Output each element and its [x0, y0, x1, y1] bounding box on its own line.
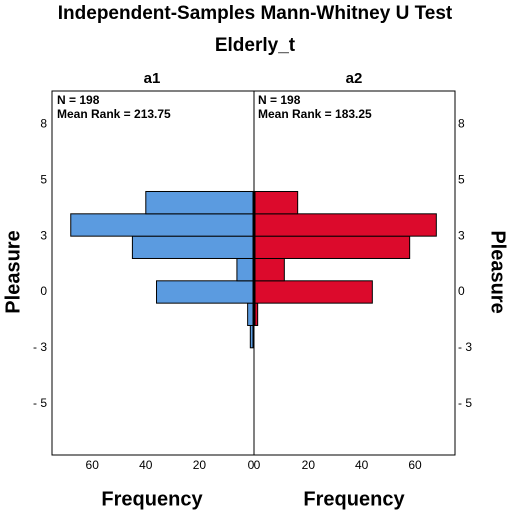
- y-tick-label: 8: [458, 117, 465, 131]
- x-tick-label: 0: [248, 458, 255, 472]
- x-tick-label: 60: [408, 458, 422, 472]
- y-axis-label: Pleasure: [487, 230, 509, 313]
- panel-label: a2: [346, 70, 363, 87]
- y-tick-label: 3: [40, 228, 47, 242]
- y-tick-label: - 5: [458, 396, 472, 410]
- x-tick-label: 20: [193, 458, 207, 472]
- y-tick-label: 8: [40, 117, 47, 131]
- annotation: Mean Rank = 213.75: [57, 107, 171, 121]
- x-tick-label: 0: [254, 458, 261, 472]
- bar: [131, 235, 254, 259]
- bar: [254, 190, 299, 215]
- bar: [254, 257, 285, 282]
- y-tick-label: - 3: [458, 340, 472, 354]
- y-axis-label: Pleasure: [2, 230, 24, 313]
- bar: [254, 302, 259, 326]
- bar: [236, 257, 254, 282]
- annotation: N = 198: [57, 93, 100, 107]
- y-tick-label: 0: [40, 284, 47, 298]
- bar: [156, 280, 254, 304]
- bar: [254, 213, 437, 237]
- bar: [247, 302, 254, 326]
- bar: [254, 235, 411, 259]
- y-tick-label: - 5: [33, 396, 47, 410]
- annotation: N = 198: [258, 93, 301, 107]
- panel-label: a1: [144, 70, 161, 87]
- x-tick-label: 60: [86, 458, 100, 472]
- x-axis-label: Frequency: [303, 488, 405, 510]
- y-tick-label: 5: [40, 172, 47, 186]
- annotation: Mean Rank = 183.25: [258, 107, 372, 121]
- chart-title: Independent-Samples Mann-Whitney U Test: [58, 3, 453, 24]
- x-tick-label: 40: [355, 458, 369, 472]
- bar: [145, 190, 254, 215]
- y-tick-label: - 3: [33, 340, 47, 354]
- y-tick-label: 3: [458, 228, 465, 242]
- bar: [249, 324, 254, 349]
- chart-subtitle: Elderly_t: [215, 35, 296, 56]
- bar: [254, 280, 373, 304]
- y-tick-label: 5: [458, 172, 465, 186]
- bar: [70, 213, 254, 237]
- y-tick-label: 0: [458, 284, 465, 298]
- x-tick-label: 40: [139, 458, 153, 472]
- x-tick-label: 20: [302, 458, 316, 472]
- x-axis-label: Frequency: [101, 488, 203, 510]
